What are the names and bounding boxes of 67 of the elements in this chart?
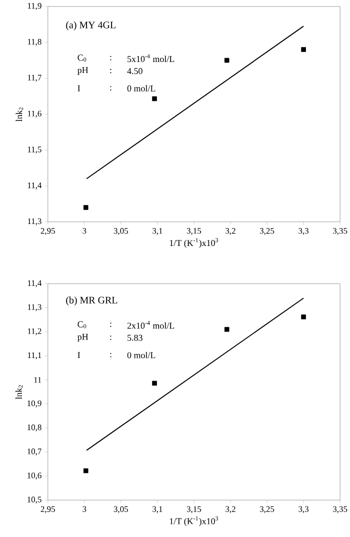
x-tick-label: 3,15 bbox=[186, 228, 201, 235]
annotation: 0 mol/L bbox=[127, 85, 155, 92]
x-tick-label: 3,05 bbox=[114, 228, 128, 235]
annotation: I bbox=[77, 352, 80, 358]
annotation: : bbox=[110, 352, 112, 358]
annotation: : bbox=[110, 56, 112, 60]
x-tick-label: 3,35 bbox=[332, 228, 347, 235]
y-tick-label: 11,5 bbox=[28, 146, 42, 154]
annotation: : bbox=[110, 322, 112, 327]
x-axis-title: 1/T (K$^{-1}$)x10$^{3}$ bbox=[170, 238, 218, 248]
y-tick-label: 11,2 bbox=[28, 328, 41, 336]
annotation: 0 mol/L bbox=[127, 352, 155, 358]
y-tick-label: 10,5 bbox=[27, 496, 42, 504]
y-tick-label: 11,3 bbox=[28, 304, 42, 312]
x-tick-label: 2,95 bbox=[40, 506, 55, 514]
point bbox=[83, 205, 88, 210]
x-tick-label: 3,1 bbox=[152, 506, 162, 514]
x-tick-label: 3,05 bbox=[114, 506, 128, 514]
x-tick-label: 3,1 bbox=[152, 228, 162, 235]
annotation: (a) MY 4GL bbox=[66, 21, 116, 30]
annotation: 5.83 bbox=[127, 334, 142, 341]
x-tick-label: 3,3 bbox=[298, 228, 308, 235]
x-tick-label: 3,25 bbox=[260, 506, 274, 514]
annotation: : bbox=[110, 336, 112, 340]
y-tick-label: 11,4 bbox=[28, 280, 42, 288]
y-tick-label: 11,1 bbox=[28, 352, 41, 360]
y-tick-label: 10,9 bbox=[27, 400, 42, 408]
annotation: C$_{0}$ bbox=[77, 321, 86, 328]
y-tick-label: 10,6 bbox=[27, 472, 42, 480]
y-tick-label: 11,3 bbox=[28, 218, 42, 226]
x-tick-label: 3,15 bbox=[186, 506, 201, 514]
point bbox=[152, 96, 157, 102]
x-tick-label: 2,95 bbox=[40, 228, 55, 235]
point bbox=[83, 468, 88, 474]
y-axis-title: lnk$_{2}$ bbox=[16, 108, 23, 122]
x-tick-label: 3,2 bbox=[225, 506, 236, 514]
annotation: 5x10$^{-4}$ mol/L bbox=[127, 54, 174, 62]
point bbox=[300, 314, 306, 320]
y-tick-label: 11 bbox=[34, 377, 41, 383]
y-tick-label: 11,8 bbox=[28, 38, 42, 46]
x-tick-label: 3 bbox=[82, 506, 86, 512]
x-tick-label: 3,35 bbox=[332, 506, 347, 514]
point bbox=[224, 58, 229, 63]
annotation: I bbox=[77, 85, 80, 92]
y-tick-label: 11,6 bbox=[28, 110, 42, 118]
y-tick-label: 11,9 bbox=[28, 2, 42, 10]
annotation: (b) MR GRL bbox=[66, 296, 117, 306]
x-axis-title: 1/T (K$^{-1}$)x10$^{3}$ bbox=[170, 516, 218, 526]
y-axis-title: lnk$_{2}$ bbox=[15, 385, 22, 400]
point bbox=[152, 380, 157, 386]
x-tick-label: 3 bbox=[82, 228, 86, 234]
y-tick-label: 10,8 bbox=[27, 424, 42, 432]
y-tick-label: 11,4 bbox=[28, 182, 42, 190]
annotation: pH bbox=[77, 67, 88, 75]
x-tick-label: 3,2 bbox=[225, 228, 236, 235]
annotation: : bbox=[110, 68, 112, 74]
x-tick-label: 3,3 bbox=[298, 506, 308, 514]
annotation: 2x10$^{-4}$ mol/L bbox=[127, 320, 174, 329]
point bbox=[224, 326, 229, 332]
annotation: 4.50 bbox=[126, 68, 142, 74]
y-tick-label: 10,7 bbox=[27, 448, 42, 456]
x-tick-label: 3,25 bbox=[260, 228, 274, 235]
y-tick-label: 11,7 bbox=[28, 74, 42, 82]
annotation: : bbox=[110, 86, 112, 90]
point bbox=[300, 47, 306, 52]
annotation: pH bbox=[77, 334, 88, 342]
annotation: C$_{0}$ bbox=[77, 54, 86, 62]
